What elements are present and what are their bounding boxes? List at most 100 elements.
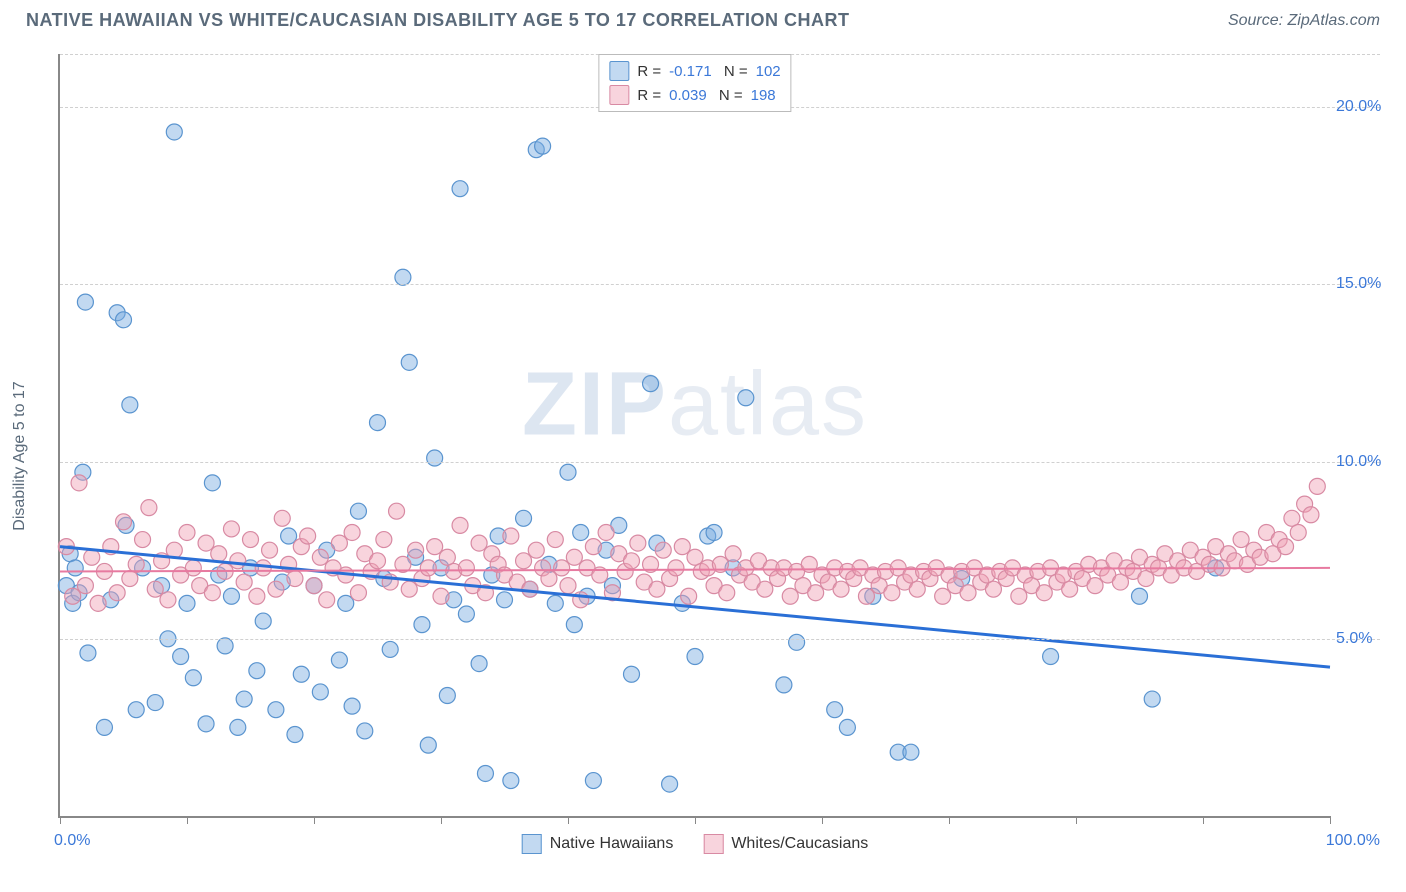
scatter-point bbox=[1043, 649, 1059, 665]
scatter-point bbox=[287, 726, 303, 742]
scatter-point bbox=[452, 181, 468, 197]
scatter-point bbox=[185, 670, 201, 686]
scatter-point bbox=[382, 641, 398, 657]
scatter-point bbox=[217, 638, 233, 654]
scatter-point bbox=[65, 588, 81, 604]
scatter-point bbox=[300, 528, 316, 544]
scatter-point bbox=[408, 542, 424, 558]
n-label: N = bbox=[720, 63, 748, 80]
scatter-point bbox=[1144, 691, 1160, 707]
scatter-point bbox=[1138, 571, 1154, 587]
scatter-point bbox=[401, 581, 417, 597]
scatter-point bbox=[357, 723, 373, 739]
scatter-point bbox=[1062, 581, 1078, 597]
scatter-point bbox=[560, 464, 576, 480]
legend-label-1: Whites/Caucasians bbox=[731, 835, 868, 853]
r-value-0: -0.171 bbox=[669, 63, 712, 80]
scatter-point bbox=[1087, 578, 1103, 594]
scatter-point bbox=[554, 560, 570, 576]
scatter-point bbox=[1132, 588, 1148, 604]
scatter-point bbox=[312, 549, 328, 565]
scatter-point bbox=[560, 578, 576, 594]
scatter-point bbox=[319, 592, 335, 608]
scatter-point bbox=[268, 702, 284, 718]
scatter-point bbox=[414, 617, 430, 633]
scatter-point bbox=[598, 524, 614, 540]
scatter-point bbox=[312, 684, 328, 700]
scatter-point bbox=[776, 677, 792, 693]
gridline bbox=[60, 284, 1380, 285]
x-tick bbox=[314, 816, 315, 824]
scatter-point bbox=[738, 390, 754, 406]
scatter-point bbox=[782, 588, 798, 604]
scatter-point bbox=[839, 719, 855, 735]
gridline bbox=[60, 639, 1380, 640]
scatter-point bbox=[630, 535, 646, 551]
scatter-point bbox=[370, 415, 386, 431]
scatter-point bbox=[528, 542, 544, 558]
scatter-point bbox=[243, 532, 259, 548]
scatter-point bbox=[935, 588, 951, 604]
stats-row-1: R = 0.039 N = 198 bbox=[609, 83, 780, 107]
scatter-point bbox=[331, 652, 347, 668]
scatter-point bbox=[725, 546, 741, 562]
y-axis-label: Disability Age 5 to 17 bbox=[11, 381, 29, 530]
scatter-point bbox=[427, 450, 443, 466]
chart-container: Disability Age 5 to 17 ZIPatlas R = -0.1… bbox=[26, 44, 1380, 868]
stats-legend: R = -0.171 N = 102 R = 0.039 N = 198 bbox=[598, 54, 791, 112]
x-tick bbox=[568, 816, 569, 824]
scatter-point bbox=[147, 695, 163, 711]
scatter-point bbox=[541, 571, 557, 587]
scatter-point bbox=[960, 585, 976, 601]
scatter-point bbox=[471, 535, 487, 551]
x-tick bbox=[695, 816, 696, 824]
scatter-point bbox=[1112, 574, 1128, 590]
scatter-point bbox=[643, 376, 659, 392]
scatter-point bbox=[230, 553, 246, 569]
chart-title: NATIVE HAWAIIAN VS WHITE/CAUCASIAN DISAB… bbox=[26, 10, 850, 31]
scatter-point bbox=[344, 698, 360, 714]
scatter-point bbox=[1036, 585, 1052, 601]
scatter-point bbox=[135, 532, 151, 548]
scatter-point bbox=[420, 737, 436, 753]
x-tick bbox=[949, 816, 950, 824]
y-tick-label: 15.0% bbox=[1330, 275, 1380, 293]
scatter-point bbox=[649, 581, 665, 597]
scatter-point bbox=[681, 588, 697, 604]
scatter-point bbox=[687, 549, 703, 565]
scatter-point bbox=[566, 617, 582, 633]
gridline bbox=[60, 462, 1380, 463]
scatter-point bbox=[668, 560, 684, 576]
r-label: R = bbox=[637, 87, 661, 104]
scatter-point bbox=[376, 532, 392, 548]
scatter-point bbox=[585, 539, 601, 555]
x-tick bbox=[187, 816, 188, 824]
swatch-series-0 bbox=[609, 61, 629, 81]
scatter-point bbox=[350, 503, 366, 519]
scatter-point bbox=[249, 588, 265, 604]
scatter-point bbox=[262, 542, 278, 558]
scatter-point bbox=[306, 578, 322, 594]
scatter-point bbox=[331, 535, 347, 551]
scatter-point bbox=[223, 588, 239, 604]
scatter-point bbox=[516, 553, 532, 569]
n-value-1: 198 bbox=[751, 87, 776, 104]
scatter-point bbox=[827, 702, 843, 718]
scatter-point bbox=[497, 592, 513, 608]
scatter-point bbox=[198, 716, 214, 732]
x-tick bbox=[441, 816, 442, 824]
r-label: R = bbox=[637, 63, 661, 80]
scatter-point bbox=[211, 546, 227, 562]
scatter-point bbox=[687, 649, 703, 665]
scatter-point bbox=[236, 574, 252, 590]
scatter-point bbox=[77, 294, 93, 310]
scatter-point bbox=[77, 578, 93, 594]
scatter-point bbox=[547, 595, 563, 611]
scatter-point bbox=[350, 585, 366, 601]
scatter-svg bbox=[60, 54, 1330, 816]
scatter-point bbox=[128, 556, 144, 572]
scatter-point bbox=[1303, 507, 1319, 523]
scatter-point bbox=[1278, 539, 1294, 555]
scatter-point bbox=[230, 719, 246, 735]
scatter-point bbox=[179, 524, 195, 540]
